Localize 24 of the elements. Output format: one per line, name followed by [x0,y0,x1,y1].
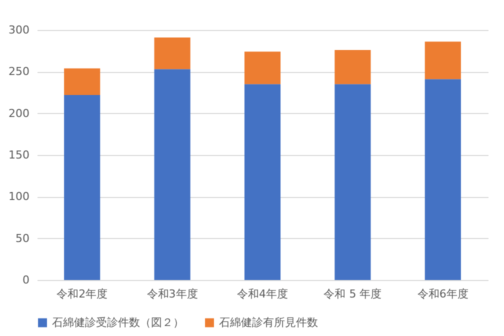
x-tick-label: 令和2年度 [56,288,108,300]
y-tick-label: 100 [8,190,30,204]
bar [424,42,461,80]
bar [334,84,371,280]
bar [424,79,461,280]
bar [64,68,100,95]
bar [244,52,281,84]
legend-label: 石綿健診有所見件数 [219,316,318,329]
y-tick-label: 150 [8,148,30,162]
y-tick-label: 300 [8,24,30,36]
legend-label: 石綿健診受診件数（図２） [52,316,184,329]
x-tick-label: 令和4年度 [237,288,288,300]
y-tick-label: 0 [22,274,30,286]
bar [334,50,371,84]
bar [244,84,281,280]
bar [154,38,190,70]
x-tick-label: 令和3年度 [146,288,198,300]
bar [154,69,190,280]
x-tick-label: 令和6年度 [417,288,468,300]
bar [64,95,100,280]
y-tick-label: 200 [8,106,30,120]
y-tick-label: 250 [8,65,30,78]
x-tick-label: 令和 5 年度 [324,288,382,300]
y-tick-label: 50 [16,232,30,245]
